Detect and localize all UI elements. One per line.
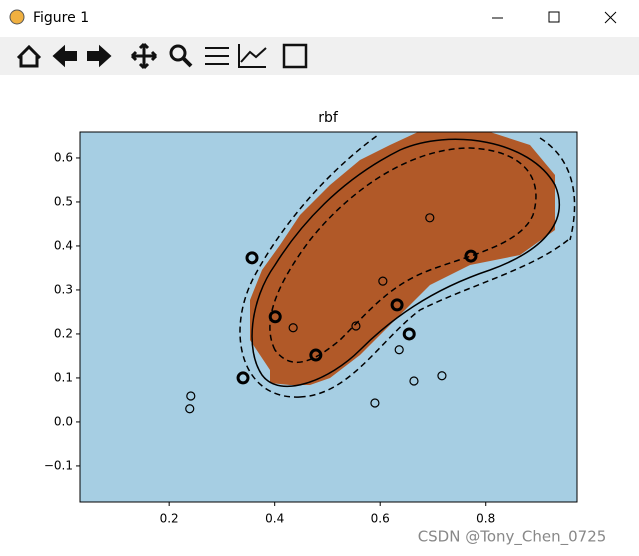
- point: [370, 398, 380, 408]
- point: [402, 327, 416, 341]
- y-tick-label: 0.6: [54, 150, 73, 164]
- x-tick-label: 0.2: [160, 512, 179, 526]
- home-button[interactable]: [16, 44, 42, 68]
- point: [245, 251, 259, 265]
- forward-button[interactable]: [87, 44, 112, 68]
- plot-area: [80, 132, 577, 502]
- point: [437, 371, 447, 381]
- y-tick-label: −0.1: [44, 458, 73, 472]
- chart-title: rbf: [318, 110, 339, 126]
- maximize-button[interactable]: [548, 11, 560, 23]
- x-tick-label: 0.8: [476, 512, 495, 526]
- region-class-1: [250, 132, 555, 385]
- x-tick-label: 0.4: [265, 512, 284, 526]
- point: [425, 213, 435, 223]
- point: [464, 249, 478, 263]
- pan-button[interactable]: [130, 42, 158, 70]
- app-icon: [9, 9, 25, 25]
- configure-button[interactable]: [205, 47, 229, 65]
- point: [288, 323, 298, 333]
- window-title: Figure 1: [33, 10, 89, 26]
- axes-frame: [79, 131, 578, 503]
- zoom-button[interactable]: [169, 44, 187, 62]
- x-tick-label: 0.6: [371, 512, 390, 526]
- y-tick-label: 0.2: [54, 326, 73, 340]
- y-tick-label: 0.0: [54, 414, 73, 428]
- edit-axis-button[interactable]: [238, 44, 267, 68]
- point: [378, 276, 388, 286]
- save-button[interactable]: [282, 43, 308, 69]
- point: [185, 404, 195, 414]
- point: [268, 310, 282, 324]
- title-bar: [0, 0, 639, 36]
- y-tick-label: 0.1: [54, 370, 73, 384]
- decision-boundary: [251, 138, 560, 388]
- point: [186, 391, 196, 401]
- point: [309, 348, 323, 362]
- y-tick-label: 0.4: [54, 238, 73, 252]
- watermark: CSDN @Tony_Chen_0725: [418, 528, 607, 547]
- point: [236, 371, 250, 385]
- margin-inner: [269, 147, 537, 364]
- y-tick-label: 0.5: [54, 194, 73, 208]
- point: [409, 376, 419, 386]
- margin-outer: [239, 134, 576, 398]
- point: [351, 321, 361, 331]
- close-button[interactable]: [604, 11, 617, 24]
- point: [390, 298, 404, 312]
- y-tick-label: 0.3: [54, 282, 73, 296]
- back-button[interactable]: [52, 44, 77, 68]
- point: [394, 345, 404, 355]
